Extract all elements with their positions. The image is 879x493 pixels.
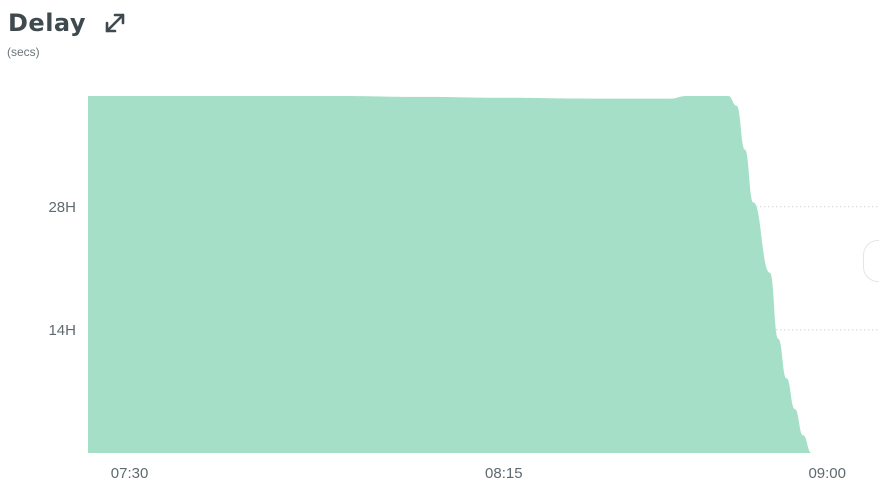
delay-series-area <box>88 96 812 453</box>
x-tick-label: 08:15 <box>485 465 523 482</box>
x-tick-label: 09:00 <box>808 465 846 482</box>
expand-diagonal-icon[interactable] <box>102 10 128 36</box>
chart-header: Delay <box>8 6 128 40</box>
x-tick-label: 07:30 <box>111 465 149 482</box>
y-tick-label: 28H <box>48 199 76 216</box>
chart-subtitle: (secs) <box>7 45 40 59</box>
chart-title: Delay <box>8 9 87 37</box>
side-scroll-handle[interactable] <box>863 240 879 282</box>
y-tick-label: 14H <box>48 322 76 339</box>
